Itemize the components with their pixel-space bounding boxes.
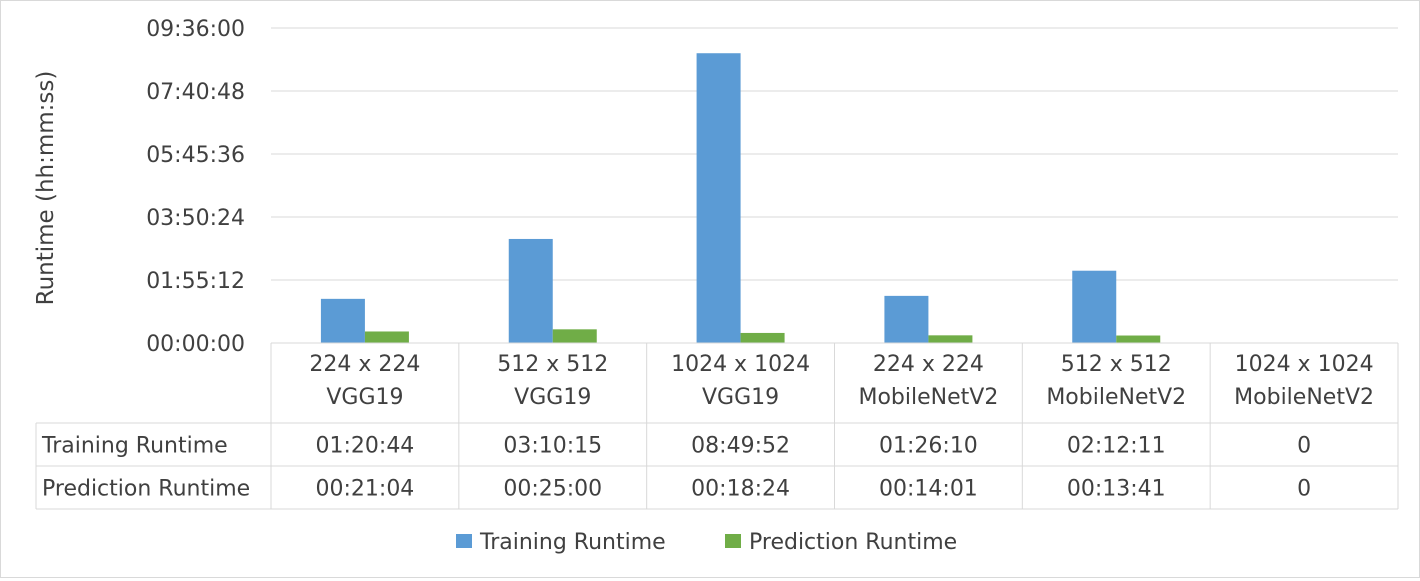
table-cell-value: 01:26:10 [879, 434, 978, 459]
grid-lines [271, 27, 1398, 281]
y-tick-label: 07:40:48 [146, 80, 245, 105]
training-runtime-bar [320, 298, 365, 343]
x-category-label: 1024 x 1024 [671, 352, 810, 377]
prediction-runtime-bar [928, 335, 973, 343]
x-category-label: MobileNetV2 [858, 385, 998, 410]
training-runtime-bar [884, 295, 929, 343]
table-cell-value: 02:12:11 [1067, 434, 1166, 459]
prediction-runtime-row: Prediction Runtime 00:21:04 00:25:00 00:18:… [42, 477, 1311, 502]
table-cell-value: 03:10:15 [503, 434, 602, 459]
table-cell-value: 00:25:00 [503, 477, 602, 502]
legend-swatch [456, 534, 472, 548]
prediction-runtime-bar [740, 332, 785, 343]
x-category-label: MobileNetV2 [1234, 385, 1374, 410]
x-category-label: MobileNetV2 [1046, 385, 1186, 410]
legend: Training Runtime Prediction Runtime [456, 530, 957, 555]
x-category-label: 1024 x 1024 [1235, 352, 1374, 377]
y-tick-label: 00:00:00 [146, 332, 245, 357]
table-cell-value: 00:14:01 [879, 477, 978, 502]
x-category-label: VGG19 [514, 385, 591, 410]
x-category-label: VGG19 [702, 385, 779, 410]
table-cell-value: 00:13:41 [1067, 477, 1166, 502]
y-tick-label: 05:45:36 [146, 143, 245, 168]
legend-label: Prediction Runtime [749, 530, 957, 555]
table-row-header: Training Runtime [41, 434, 228, 459]
y-axis-ticks: 00:00:00 01:55:12 03:50:24 05:45:36 07:40:48… [146, 17, 245, 357]
x-category-label: 224 x 224 [309, 352, 420, 377]
table-cell-value: 08:49:52 [691, 434, 790, 459]
x-category-label: 512 x 512 [497, 352, 608, 377]
table-cell-value: 01:20:44 [316, 434, 415, 459]
y-tick-label: 09:36:00 [146, 17, 245, 42]
training-runtime-row: Training Runtime 01:20:44 03:10:15 08:49:52… [41, 434, 1311, 459]
y-tick-label: 03:50:24 [146, 206, 245, 231]
x-category-label: VGG19 [326, 385, 403, 410]
table-cell-value: 00:21:04 [316, 477, 415, 502]
legend-item-training: Training Runtime [456, 530, 666, 555]
x-category-label: 224 x 224 [873, 352, 984, 377]
prediction-runtime-bar [364, 331, 409, 343]
table-cell-value: 0 [1297, 477, 1311, 502]
data-table: 224 x 224 VGG19 512 x 512 VGG19 1024 x 1024 V… [35, 342, 1399, 510]
table-row-header: Prediction Runtime [42, 477, 250, 502]
legend-swatch [725, 534, 741, 548]
table-cell-value: 00:18:24 [691, 477, 790, 502]
bars [320, 53, 1161, 344]
training-runtime-bar [696, 53, 741, 344]
x-category-label: 512 x 512 [1061, 352, 1172, 377]
legend-item-prediction: Prediction Runtime [725, 530, 957, 555]
table-cell-value: 0 [1297, 434, 1311, 459]
y-axis-label: Runtime (hh:mm:ss) [33, 71, 59, 306]
training-runtime-bar [508, 238, 553, 343]
y-tick-label: 01:55:12 [146, 269, 245, 294]
prediction-runtime-bar [552, 329, 597, 343]
prediction-runtime-bar [1116, 335, 1161, 343]
legend-label: Training Runtime [479, 530, 666, 555]
training-runtime-bar [1072, 270, 1117, 343]
